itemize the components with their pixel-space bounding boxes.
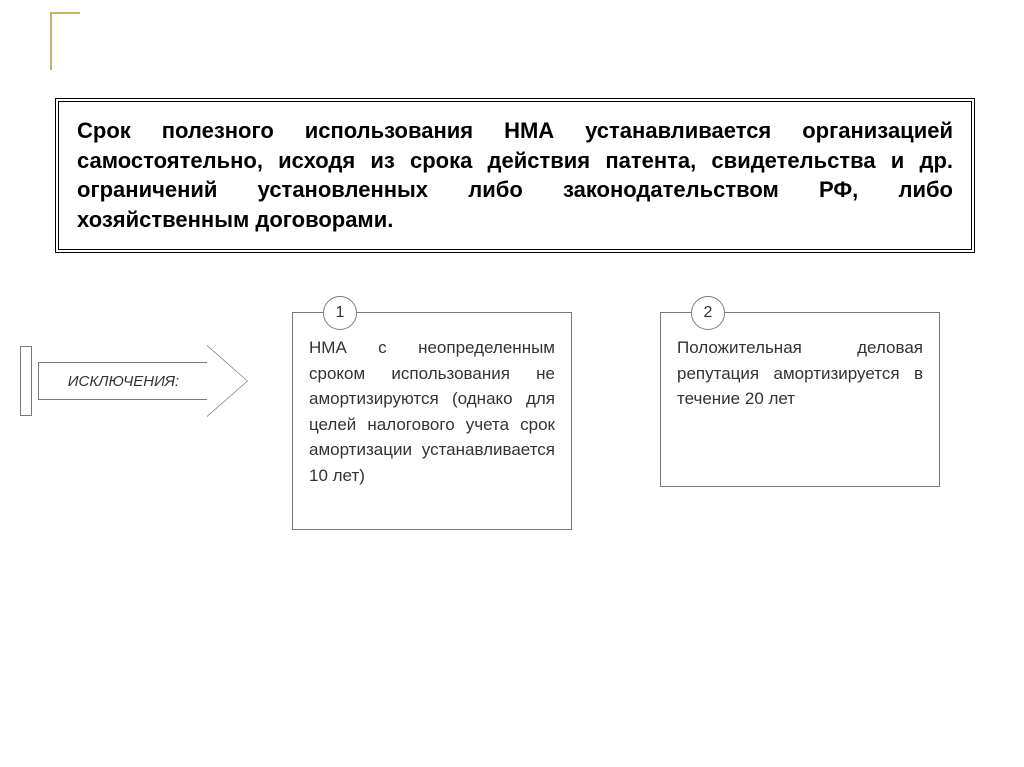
arrow-tail-rect [20, 346, 32, 416]
number-circle-1: 1 [323, 296, 357, 330]
corner-decoration [50, 12, 80, 70]
exceptions-arrow: ИСКЛЮЧЕНИЯ: [20, 346, 240, 416]
main-definition-box: Срок полезного использования НМА устанав… [55, 98, 975, 253]
exception-text-1: НМА с неопределенным сроком использовани… [309, 335, 555, 488]
arrow-head-icon [207, 346, 247, 416]
arrow-label: ИСКЛЮЧЕНИЯ: [68, 373, 179, 390]
number-circle-2: 2 [691, 296, 725, 330]
exception-text-2: Положительная деловая репутация амортизи… [677, 335, 923, 412]
arrow-body: ИСКЛЮЧЕНИЯ: [38, 362, 208, 400]
exception-box-2: 2 Положительная деловая репутация аморти… [660, 312, 940, 487]
exception-box-1: 1 НМА с неопределенным сроком использова… [292, 312, 572, 530]
main-definition-text: Срок полезного использования НМА устанав… [77, 116, 953, 235]
